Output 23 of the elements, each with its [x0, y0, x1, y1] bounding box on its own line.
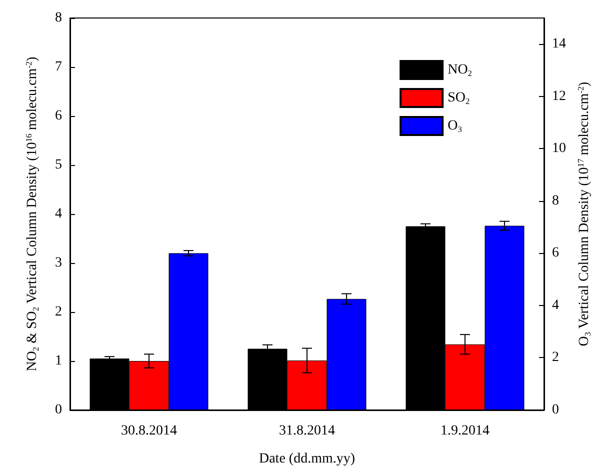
y2-tick-label: 2: [552, 350, 559, 366]
y2-tick-label: 4: [552, 298, 559, 313]
y-tick-label: 4: [55, 206, 62, 222]
x-tick-label: 1.9.2014: [440, 424, 490, 438]
y-tick-label: 0: [55, 402, 62, 418]
y2-tick-label: 10: [552, 141, 566, 156]
y2-tick-label: 0: [552, 402, 559, 418]
y-tick-label: 3: [55, 256, 62, 270]
y-tick-label: 2: [55, 304, 62, 320]
x-axis-title: Date (dd.mm.yy): [258, 452, 356, 466]
y2-tick-label: 6: [552, 246, 559, 261]
x-tick-label: 31.8.2014: [279, 424, 335, 438]
y2-axis-title: O3 Vertical Column Density (1017 molecu.cm-2): [576, 81, 592, 346]
y-tick-label: 8: [55, 10, 62, 26]
y2-tick-label: 8: [552, 193, 559, 208]
y-tick-label: 5: [55, 158, 62, 172]
y2-tick-label: 14: [552, 36, 566, 52]
y-tick-label: 6: [55, 108, 62, 124]
y-tick-label: 7: [55, 60, 62, 74]
y-tick-label: 1: [55, 354, 62, 368]
y2-tick-label: 12: [552, 88, 566, 104]
text: NO2 & SO2 Vertical Column Density (1016 molecu.cm-2): [24, 56, 40, 372]
x-tick-label: 30.8.2014: [121, 424, 177, 438]
